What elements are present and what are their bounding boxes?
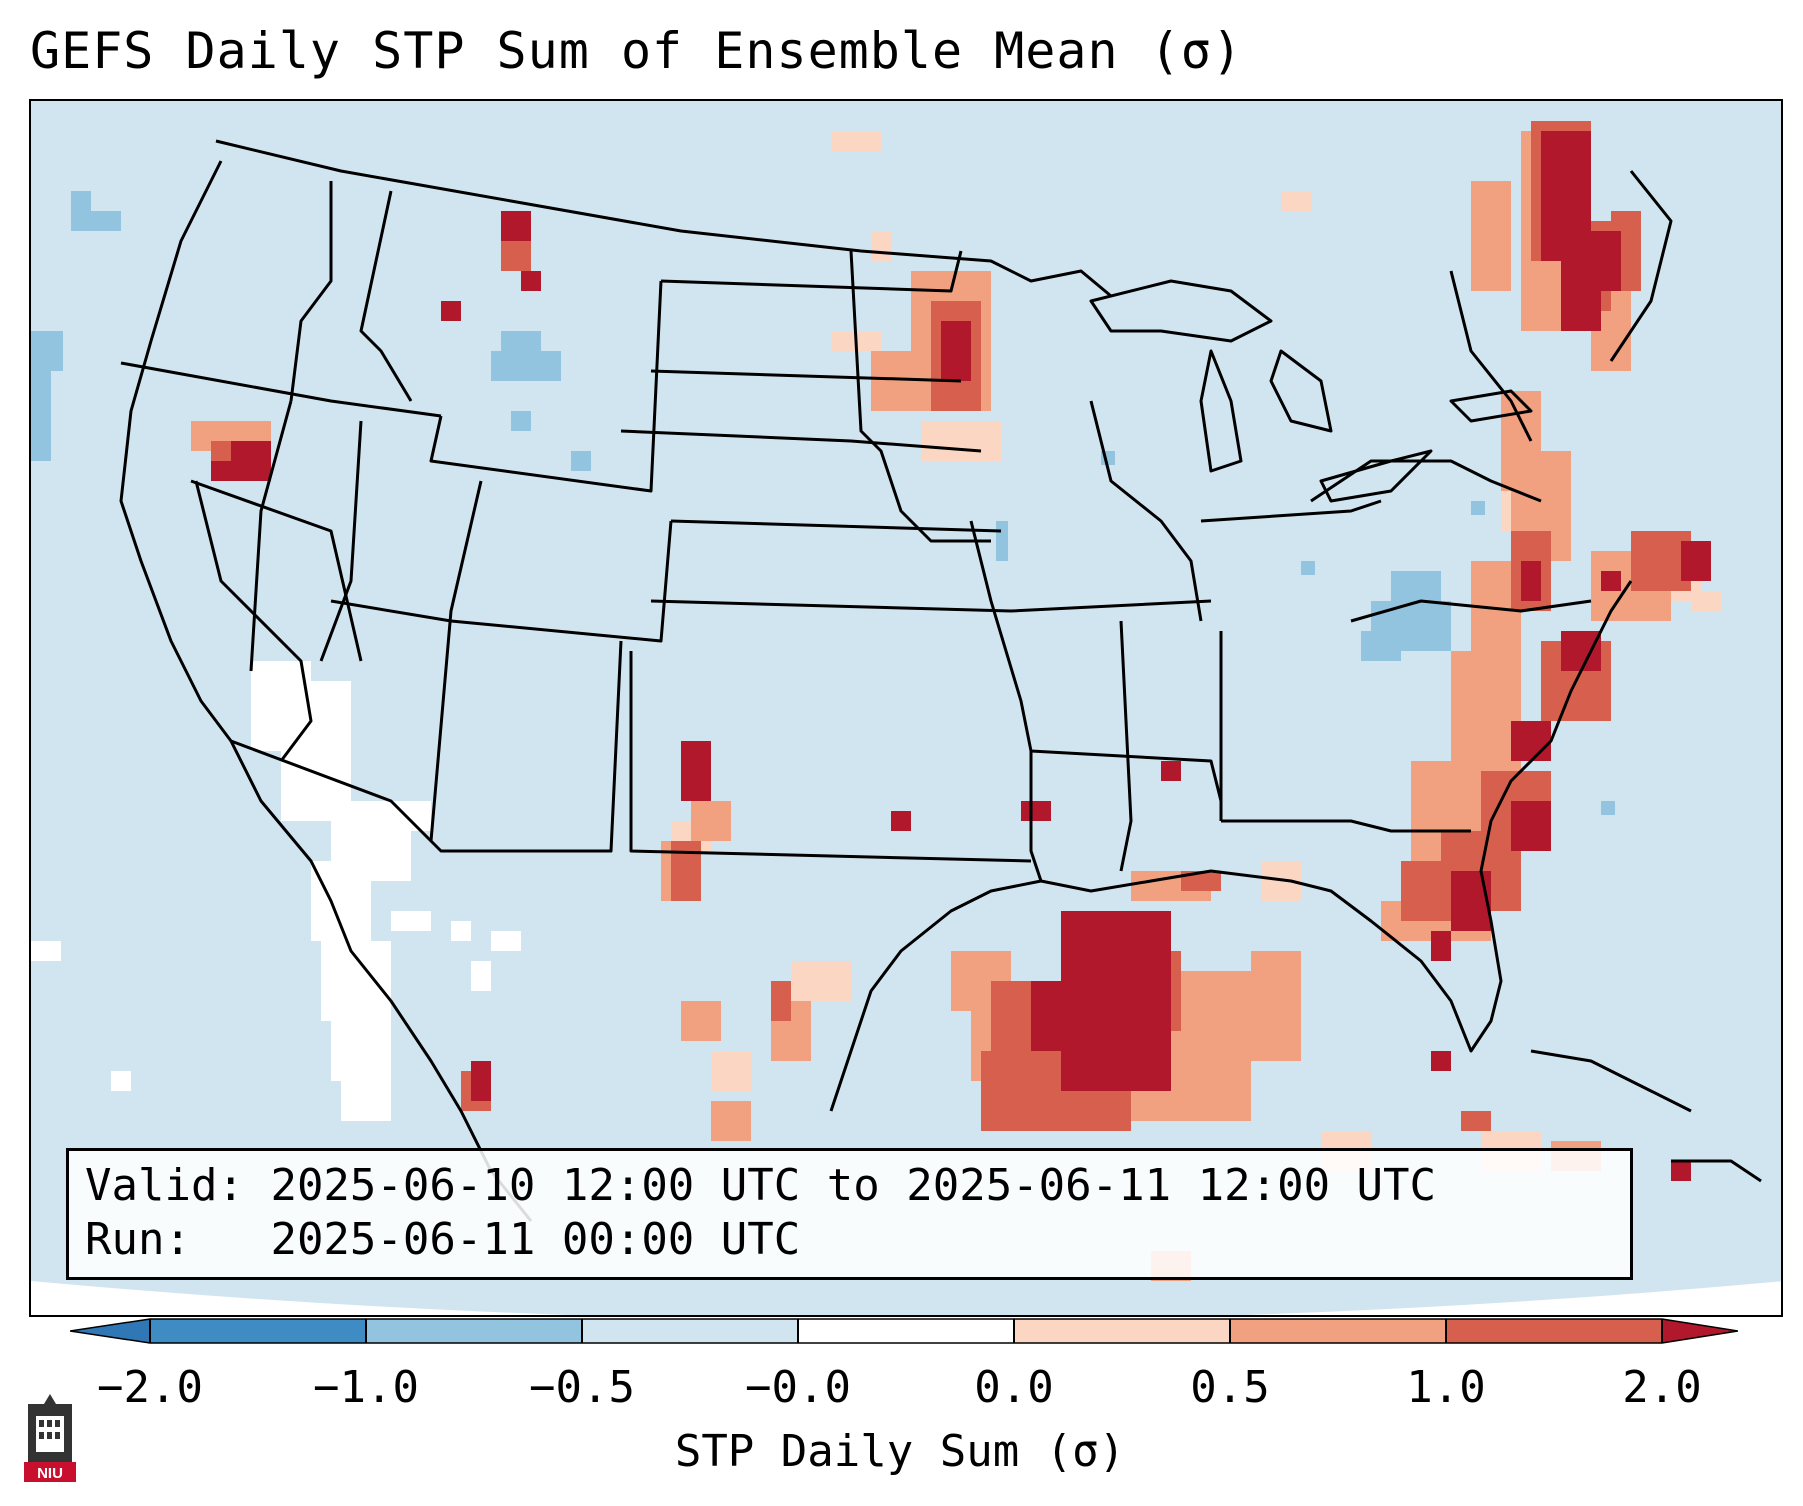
ar-la [1030, 749, 1223, 802]
colorbar-tick-label: −1.0 [313, 1362, 419, 1413]
colorbar-ticks [149, 1319, 1663, 1343]
az-nm-border [429, 480, 483, 842]
wy-border [429, 280, 663, 493]
cuba [1530, 1049, 1692, 1113]
co-ut-border [330, 520, 673, 643]
or-wa-border [120, 361, 442, 418]
validity-info-box: Valid: 2025-06-10 12:00 UTC to 2025-06-1… [66, 1148, 1633, 1280]
mn-ia [849, 250, 991, 543]
southeast-coast [1040, 580, 1633, 1053]
ny-vt [1449, 270, 1533, 442]
colorbar-label: STP Daily Sum (σ) [674, 1426, 1126, 1477]
map-canvas [31, 101, 1781, 1315]
colorbar-tick-label: −2.0 [97, 1362, 203, 1413]
colorbar-tick-label: 1.0 [1406, 1362, 1486, 1413]
colorbar [70, 1318, 1738, 1344]
valid-row: Valid: 2025-06-10 12:00 UTC to 2025-06-1… [85, 1159, 1630, 1213]
anomaly-background [31, 101, 1781, 1315]
tx-west [629, 651, 1032, 863]
run-value: 2025-06-11 00:00 UTC [270, 1214, 801, 1265]
colorbar-bin [366, 1319, 582, 1343]
sd-ne [650, 369, 962, 383]
hispaniola [1671, 1159, 1762, 1183]
colorbar-bin [1446, 1319, 1662, 1343]
anomaly-field [31, 121, 1721, 1281]
university-tower-icon: NIU [24, 1394, 76, 1482]
map-title: GEFS Daily STP Sum of Ensemble Mean (σ) [30, 22, 1243, 80]
run-label: Run: [85, 1214, 191, 1265]
ok-line [650, 599, 1212, 613]
colorbar-tick-label: 2.0 [1622, 1362, 1702, 1413]
lake-erie [1319, 449, 1433, 503]
colorbar-bin [582, 1319, 798, 1343]
id-border [289, 181, 333, 402]
colorbar-tick-label: 0.5 [1190, 1362, 1270, 1413]
negative-anomaly-cells [31, 191, 1615, 815]
logo-text: NIU [37, 1465, 63, 1482]
colorbar-bin [798, 1319, 1014, 1343]
lake-michigan [1199, 349, 1243, 473]
west-coast [119, 160, 533, 1222]
nv-ut-border [249, 400, 293, 672]
texas-coast [829, 879, 1042, 1112]
valid-value: 2025-06-10 12:00 UTC to 2025-06-11 12:00… [270, 1160, 1437, 1211]
id-mt-border [359, 190, 413, 402]
fl-ga [1221, 819, 1471, 833]
ms-river [969, 520, 1043, 882]
colorbar-bin [150, 1319, 366, 1343]
colorbar-tick-label: −0.0 [745, 1362, 851, 1413]
ms-al [1119, 620, 1133, 872]
boundaries [119, 139, 1762, 1222]
map-panel [29, 99, 1783, 1317]
run-row: Run: 2025-06-11 00:00 UTC [85, 1213, 1630, 1267]
ut-west [319, 420, 363, 662]
ca-nv-border [194, 480, 313, 762]
nv-border [190, 479, 363, 662]
lake-ontario [1449, 389, 1533, 423]
colorbar-tick-label: 0.0 [974, 1362, 1054, 1413]
colorbar-extend-low [70, 1319, 150, 1343]
extreme-positive-cells [211, 131, 1711, 1181]
lake-huron [1269, 349, 1333, 433]
colorbar-extend-high [1662, 1319, 1738, 1343]
us-canada-border [215, 139, 1112, 298]
pa-ny [1310, 459, 1542, 503]
oh-line [1200, 499, 1382, 523]
ks-line [670, 519, 1002, 533]
maine [1609, 170, 1673, 362]
lake-superior [1089, 279, 1273, 343]
va-nc [1350, 599, 1592, 623]
nd-border [660, 250, 963, 293]
colorbar-bin [1230, 1319, 1446, 1343]
colorbar-bin [1014, 1319, 1230, 1343]
az-nm-south [230, 640, 623, 853]
ne-ks [620, 429, 982, 453]
il-in [1089, 400, 1203, 622]
valid-label: Valid: [85, 1160, 244, 1211]
colorbar-tick-label: −0.5 [529, 1362, 635, 1413]
